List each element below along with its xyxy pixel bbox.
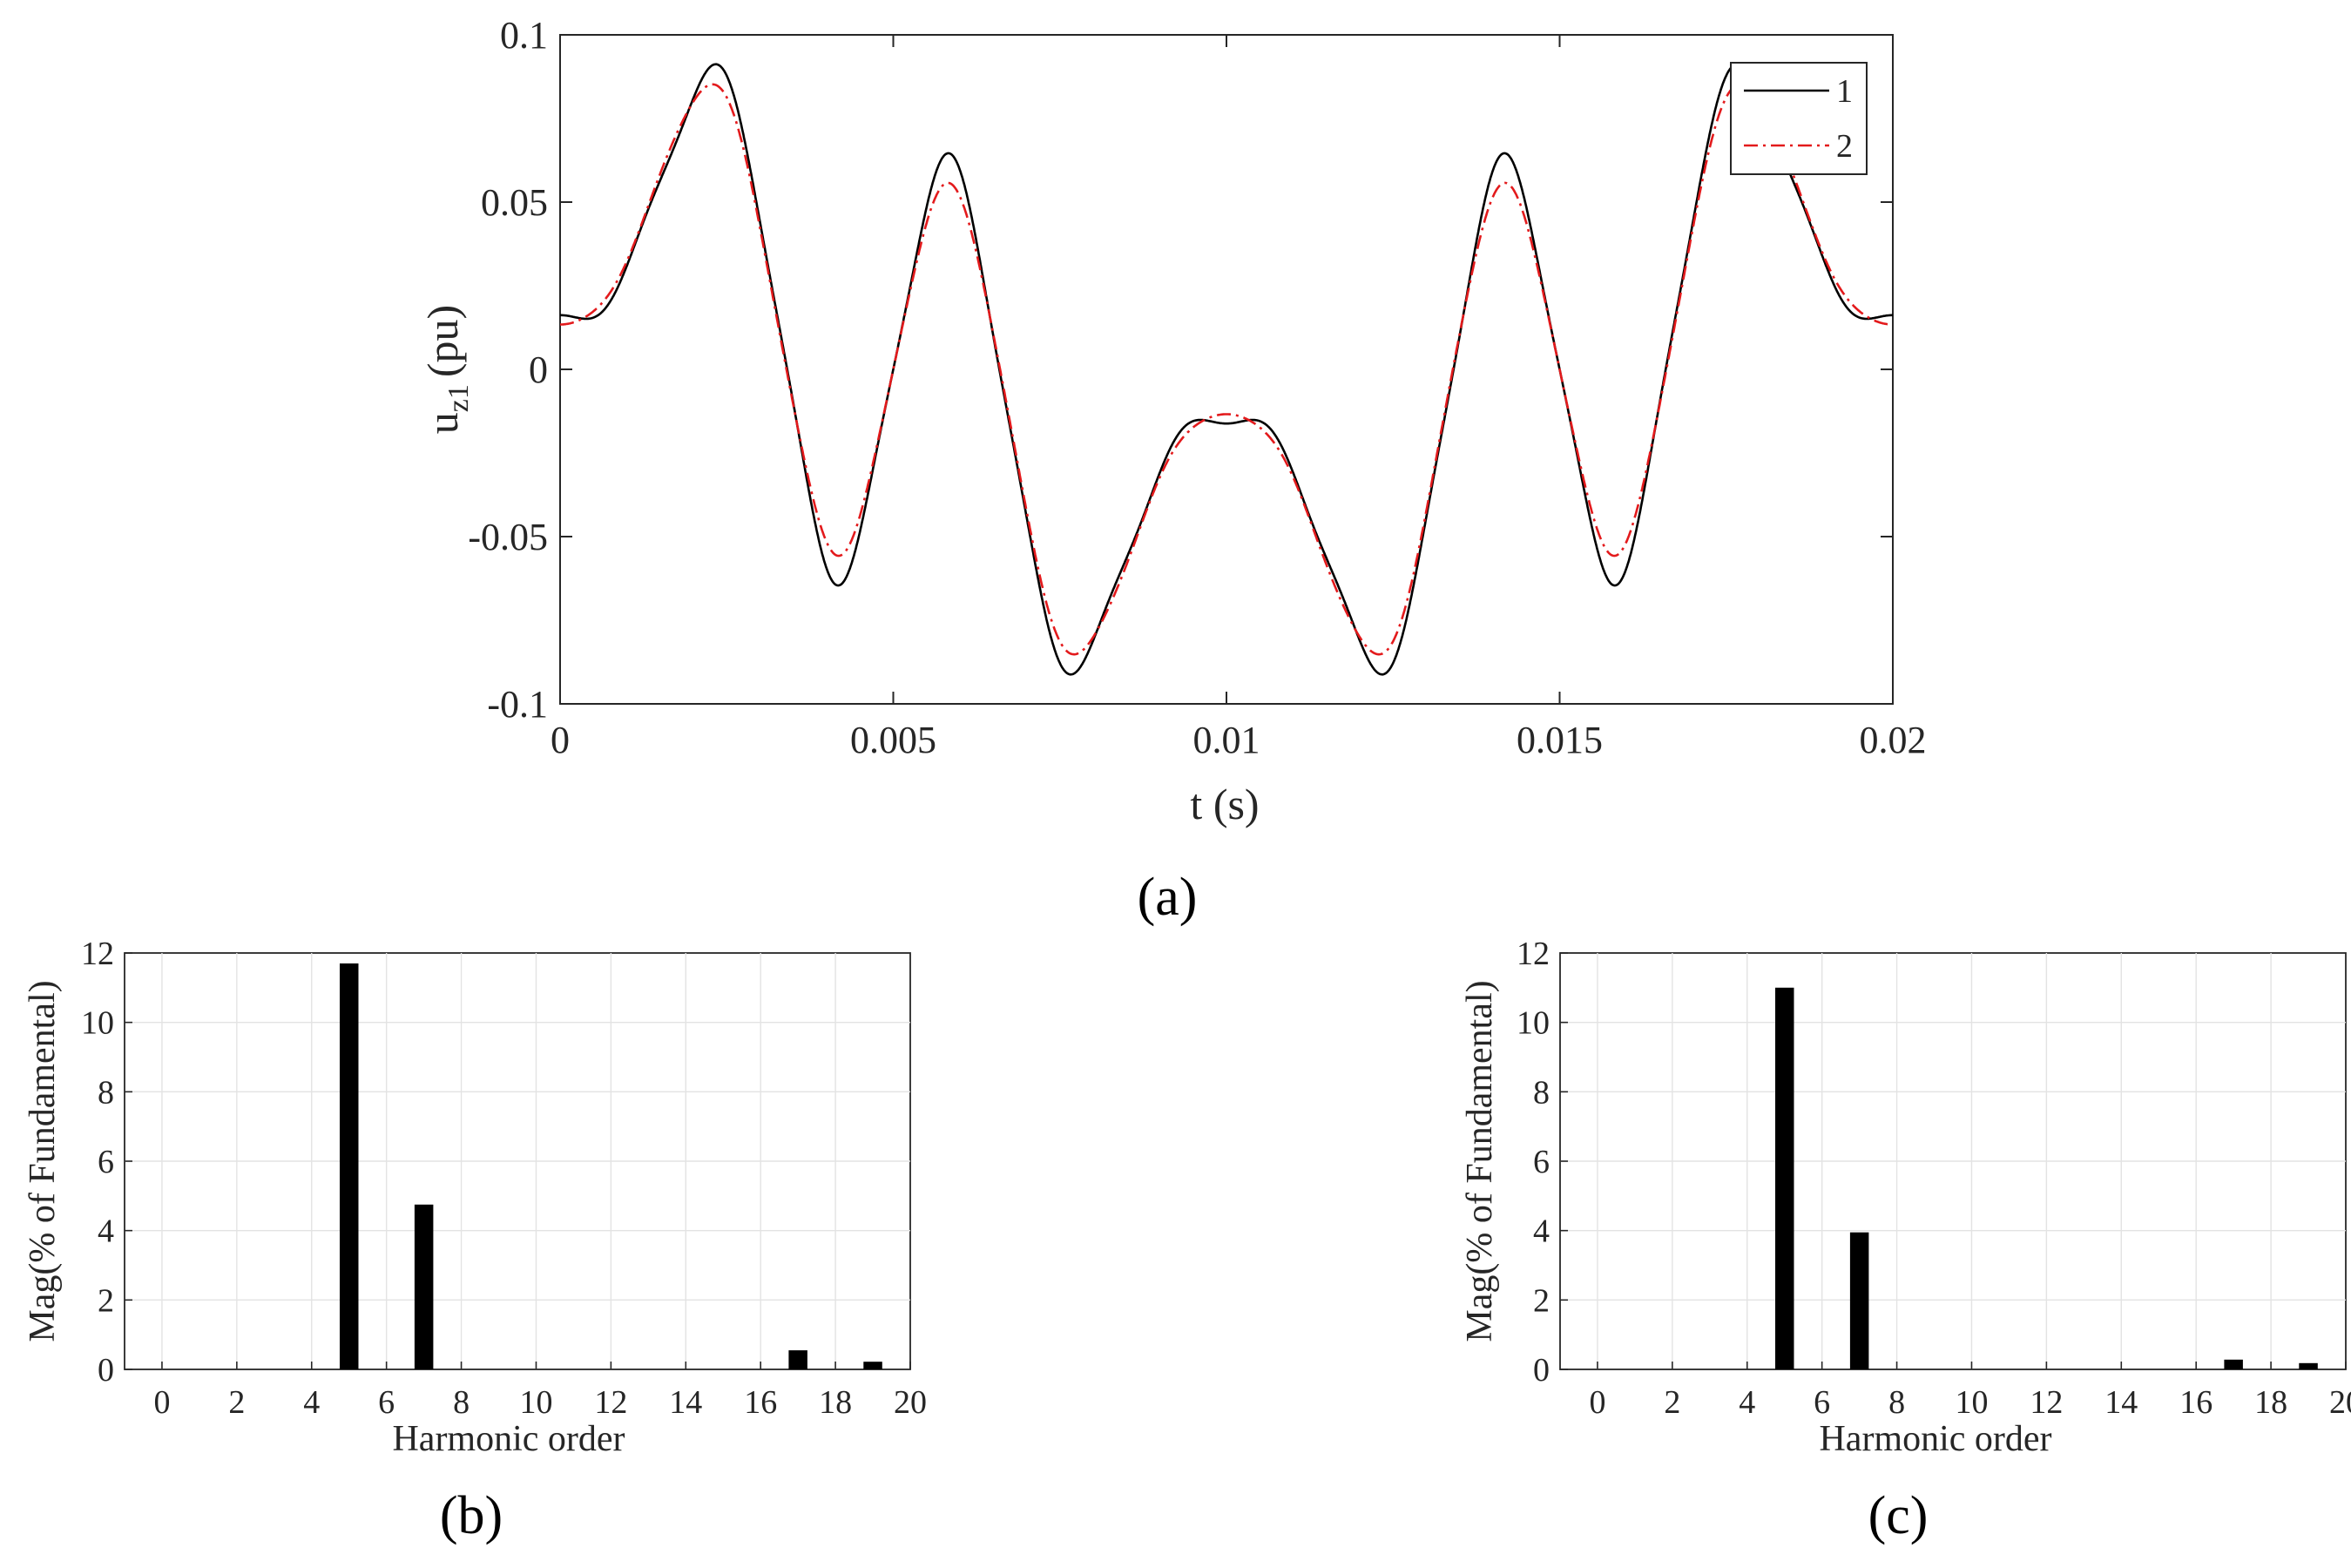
x-tick-label: 20 — [2329, 1384, 2351, 1421]
x-tick-label: 4 — [1739, 1384, 1755, 1421]
x-tick-label: 12 — [2030, 1384, 2063, 1421]
series-line-2 — [560, 83, 1893, 656]
legend-box — [1730, 62, 1868, 175]
plot-a-ylabel: uz1 (pu) — [418, 305, 475, 434]
x-tick-label: 10 — [1955, 1384, 1988, 1421]
y-tick-label: 4 — [1533, 1213, 1550, 1250]
legend-label-2: 2 — [1836, 128, 1853, 165]
plot-c-x-ticks: 0 2 4 6 8 10 12 14 16 18 20 — [1589, 1362, 2351, 1421]
y-tick-label: 10 — [1517, 1005, 1550, 1042]
y-tick-label: 8 — [1533, 1074, 1550, 1111]
plot-c-ylabel: Mag(% of Fundamental) — [1460, 980, 1500, 1342]
plot-b-x-ticks: 0 2 4 6 8 10 12 14 16 18 20 — [153, 1362, 927, 1421]
panel-a: 0 0.005 0.01 0.015 0.02 -0.1 -0.05 0 0.05 0.1 1 … — [418, 14, 1927, 927]
caption-c: (c) — [1868, 1486, 1929, 1545]
plot-b-ylabel: Mag(% of Fundamental) — [23, 980, 63, 1342]
bar-harmonic-17 — [2224, 1359, 2243, 1369]
plot-c-gridlines — [1560, 953, 2346, 1369]
plot-c-bars — [1775, 987, 2318, 1369]
bar-harmonic-5 — [340, 963, 359, 1369]
panel-c: 0 2 4 6 8 10 12 14 16 18 20 0 2 4 6 8 10 12 Harmonic ord… — [1460, 936, 2351, 1545]
plot-a-y-ticks: -0.1 -0.05 0 0.05 0.1 — [468, 14, 1893, 726]
y-tick-label: 12 — [1517, 936, 1550, 972]
caption-a: (a) — [1138, 868, 1198, 927]
x-tick-label: 0.02 — [1860, 719, 1927, 761]
x-tick-label: 0 — [1589, 1384, 1605, 1421]
plot-b-bars — [340, 963, 882, 1369]
y-tick-label: 2 — [1533, 1282, 1550, 1319]
plot-c-y-ticks: 0 2 4 6 8 10 12 — [1517, 936, 1568, 1389]
bar-harmonic-19 — [2299, 1362, 2318, 1369]
ylabel-main: u — [418, 412, 467, 434]
y-tick-label: 12 — [81, 936, 114, 972]
x-tick-label: 6 — [1814, 1384, 1830, 1421]
y-tick-label: 8 — [98, 1074, 114, 1111]
plot-a-frame — [559, 34, 1894, 705]
y-tick-label: 6 — [1533, 1144, 1550, 1180]
x-tick-label: 10 — [519, 1384, 552, 1421]
x-tick-label: 16 — [2179, 1384, 2213, 1421]
y-tick-label: 10 — [81, 1005, 114, 1042]
bar-harmonic-19 — [863, 1362, 882, 1369]
x-tick-label: 6 — [378, 1384, 395, 1421]
x-tick-label: 20 — [894, 1384, 927, 1421]
x-tick-label: 18 — [819, 1384, 852, 1421]
y-tick-label: 0 — [1533, 1352, 1550, 1389]
y-tick-label: 6 — [98, 1144, 114, 1180]
y-tick-label: -0.1 — [487, 683, 548, 726]
x-tick-label: 18 — [2254, 1384, 2287, 1421]
x-tick-label: 0 — [153, 1384, 170, 1421]
y-tick-label: 2 — [98, 1282, 114, 1319]
plot-a-xlabel: t (s) — [1190, 780, 1259, 828]
plot-a-legend: 1 2 — [1730, 62, 1868, 175]
ylabel-unit: (pu) — [418, 305, 467, 377]
x-tick-label: 8 — [1888, 1384, 1905, 1421]
bar-harmonic-7 — [1849, 1232, 1869, 1369]
x-tick-label: 0.005 — [850, 719, 936, 761]
x-tick-label: 0 — [551, 719, 570, 761]
plot-c-xlabel: Harmonic order — [1819, 1419, 2051, 1459]
plot-a-series — [560, 63, 1893, 676]
x-tick-label: 0.01 — [1193, 719, 1260, 761]
plot-b-xlabel: Harmonic order — [392, 1419, 625, 1459]
y-tick-label: 4 — [98, 1213, 114, 1250]
y-tick-label: -0.05 — [468, 516, 548, 558]
x-tick-label: 2 — [1664, 1384, 1680, 1421]
plot-a-x-ticks: 0 0.005 0.01 0.015 0.02 — [551, 35, 1927, 761]
bar-harmonic-7 — [414, 1204, 434, 1369]
plot-b-gridlines — [125, 953, 910, 1369]
x-tick-label: 14 — [2104, 1384, 2138, 1421]
x-tick-label: 12 — [594, 1384, 627, 1421]
x-tick-label: 2 — [228, 1384, 245, 1421]
x-tick-label: 0.015 — [1517, 719, 1603, 761]
ylabel-sub: z1 — [443, 384, 475, 412]
y-tick-label: 0 — [98, 1352, 114, 1389]
x-tick-label: 16 — [744, 1384, 777, 1421]
plot-b-y-ticks: 0 2 4 6 8 10 12 — [81, 936, 132, 1389]
legend-label-1: 1 — [1836, 73, 1853, 110]
x-tick-label: 4 — [303, 1384, 320, 1421]
caption-b: (b) — [440, 1486, 503, 1545]
x-tick-label: 8 — [453, 1384, 470, 1421]
x-tick-label: 14 — [669, 1384, 702, 1421]
bar-harmonic-5 — [1775, 987, 1794, 1369]
y-tick-label: 0 — [529, 348, 548, 391]
y-tick-label: 0.1 — [500, 14, 548, 57]
y-tick-label: 0.05 — [481, 181, 548, 224]
bar-harmonic-17 — [788, 1350, 807, 1369]
panel-b: 0 2 4 6 8 10 12 14 16 18 20 0 2 4 6 8 10 12 Harmonic ord… — [23, 936, 927, 1545]
